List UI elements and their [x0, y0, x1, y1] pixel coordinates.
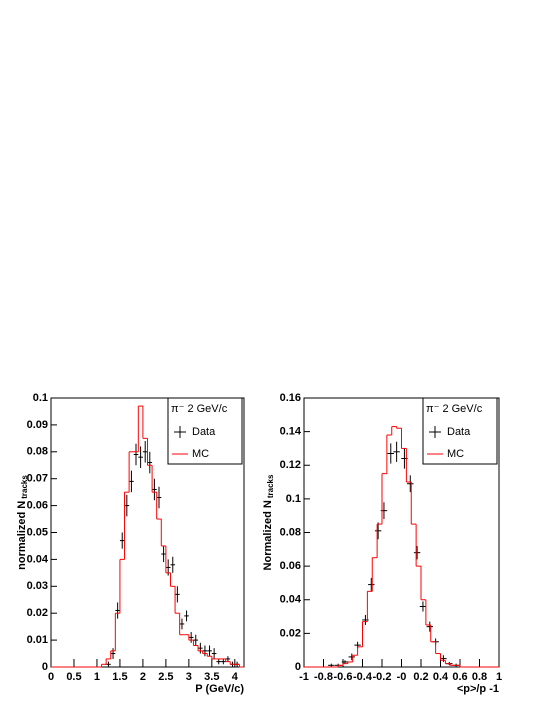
- x-tick-label: 3: [186, 671, 192, 683]
- legend-label: Data: [192, 426, 216, 438]
- x-axis-label: <p>/p -1: [457, 683, 499, 695]
- x-tick-label: -0.8: [314, 671, 333, 683]
- y-tick-label: 0.1: [33, 392, 48, 404]
- histogram-chart: 0 0.5 1 1.5 2 2.5 3 3.5 4 0 0.01 0.02 0.03 0.04 0.05 0.…: [16, 392, 245, 695]
- y-tick-label: 0.06: [27, 500, 48, 512]
- y-label-main: normalized N: [16, 501, 28, 570]
- x-tick-label: 0.8: [472, 671, 487, 683]
- y-tick-label: 0.08: [27, 446, 48, 458]
- y-tick-label: 0: [42, 661, 48, 673]
- x-tick-label: 1.5: [112, 671, 127, 683]
- y-tick-label: 0.16: [280, 392, 301, 404]
- legend-label: MC: [192, 448, 209, 460]
- histogram-chart: -1 -0.8 -0.6 -0.4 -0.2 -0 0.2 0.4 0.6 0.8 1 0 0.02 0.…: [262, 392, 502, 695]
- x-tick-label: -0.4: [353, 671, 373, 683]
- x-axis-label: P (GeV/c): [195, 683, 244, 695]
- x-tick-label: 3.5: [204, 671, 219, 683]
- x-tick-label: 0.2: [413, 671, 428, 683]
- legend-title: π⁻ 2 GeV/c: [426, 403, 483, 415]
- x-tick-label: 1: [94, 671, 100, 683]
- x-tick-label: 0: [48, 671, 54, 683]
- x-tick-label: 4: [232, 671, 239, 683]
- y-tick-label: 0.01: [27, 634, 48, 646]
- x-tick-label: -0.6: [334, 671, 353, 683]
- y-axis-label: normalized N tracks: [16, 475, 29, 570]
- y-tick-label: 0: [295, 661, 301, 673]
- y-tick-label: 0.05: [27, 526, 48, 538]
- y-tick-label: 0.06: [280, 560, 301, 572]
- legend-label: Data: [447, 426, 471, 438]
- y-tick-label: 0.04: [27, 553, 49, 565]
- y-tick-label: 0.14: [280, 426, 302, 438]
- y-tick-label: 0.02: [27, 607, 48, 619]
- y-tick-label: 0.03: [27, 580, 48, 592]
- x-tick-label: 0.6: [452, 671, 467, 683]
- x-tick-label: -0.2: [373, 671, 392, 683]
- y-label-sub: tracks: [20, 475, 29, 499]
- x-tick-label: -1: [299, 671, 309, 683]
- y-tick-label: 0.09: [27, 419, 48, 431]
- y-tick-label: 0.08: [280, 526, 301, 538]
- x-tick-label: -0: [397, 671, 407, 683]
- x-tick-label: 0.5: [66, 671, 81, 683]
- y-tick-label: 0.02: [280, 627, 301, 639]
- x-tick-label: 0.4: [433, 671, 449, 683]
- y-label-sub: tracks: [266, 474, 275, 498]
- y-tick-label: 0.12: [280, 459, 301, 471]
- legend-title: π⁻ 2 GeV/c: [171, 403, 228, 415]
- y-tick-label: 0.07: [27, 473, 48, 485]
- y-tick-label: 0.04: [280, 594, 302, 606]
- legend-label: MC: [447, 448, 464, 460]
- x-tick-label: 1: [496, 671, 502, 683]
- x-tick-label: 2: [140, 671, 146, 683]
- y-label-main: Normalized N: [262, 500, 274, 570]
- y-axis-label: Normalized N tracks: [262, 474, 275, 570]
- y-tick-label: 0.1: [286, 493, 301, 505]
- x-tick-label: 2.5: [158, 671, 173, 683]
